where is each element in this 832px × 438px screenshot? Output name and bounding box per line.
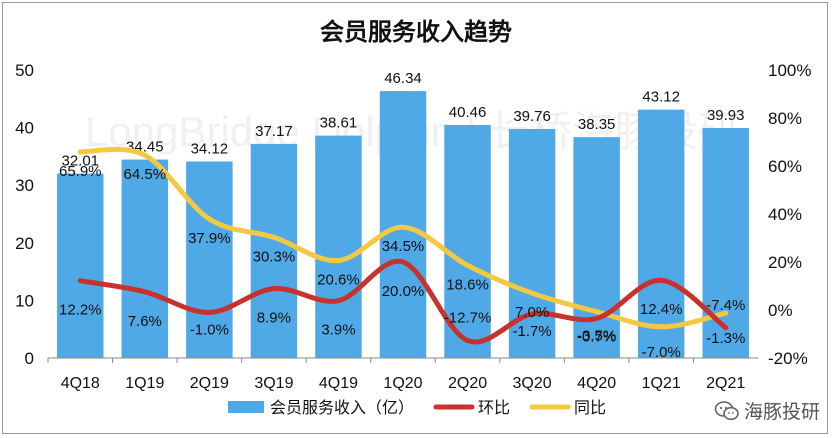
y-left-tick-label: 30 bbox=[15, 176, 34, 195]
y-right-tick-label: 0% bbox=[768, 301, 793, 320]
point-同比-2Q19 bbox=[206, 216, 212, 222]
point-环比-4Q18 bbox=[77, 278, 83, 284]
mom-label: 12.2% bbox=[59, 302, 102, 319]
bar-1Q19 bbox=[121, 159, 169, 358]
bar-value-label: 46.34 bbox=[384, 70, 422, 87]
yoy-label: -0.7% bbox=[577, 329, 616, 346]
bar-1Q21 bbox=[637, 109, 685, 358]
bar-2Q19 bbox=[186, 161, 233, 358]
bar-value-label: 37.17 bbox=[255, 123, 293, 140]
yoy-label: 7.0% bbox=[515, 304, 549, 321]
wechat-icon bbox=[714, 400, 739, 420]
legend-item-label: 会员服务收入（亿） bbox=[270, 398, 414, 417]
mom-label: 12.4% bbox=[640, 301, 683, 318]
bar-2Q21 bbox=[702, 128, 749, 358]
x-tick-label: 4Q20 bbox=[577, 375, 616, 392]
point-同比-4Q20 bbox=[594, 309, 600, 315]
yoy-label: 18.6% bbox=[446, 276, 489, 293]
y-left-tick-label: 0 bbox=[25, 349, 34, 368]
point-环比-2Q19 bbox=[206, 309, 212, 315]
point-同比-2Q21 bbox=[723, 310, 729, 316]
x-tick-label: 1Q21 bbox=[642, 375, 681, 392]
y-right-tick-label: 60% bbox=[768, 157, 802, 176]
y-left-tick-label: 50 bbox=[15, 61, 34, 80]
yoy-label: -7.0% bbox=[642, 344, 681, 361]
mom-label: 8.9% bbox=[257, 310, 291, 327]
bar-value-label: 43.12 bbox=[642, 89, 680, 106]
legend-item-label: 同比 bbox=[574, 398, 606, 417]
yoy-label: 65.9% bbox=[59, 163, 102, 180]
point-环比-3Q20 bbox=[529, 311, 535, 317]
x-tick-label: 2Q19 bbox=[190, 375, 229, 392]
point-环比-4Q20 bbox=[594, 315, 600, 321]
mom-label: -7.4% bbox=[706, 297, 745, 314]
y-left-tick-label: 40 bbox=[15, 119, 34, 138]
point-环比-1Q20 bbox=[400, 259, 406, 265]
point-同比-4Q19 bbox=[335, 258, 341, 264]
chart-title: 会员服务收入趋势 bbox=[320, 18, 512, 46]
point-同比-3Q19 bbox=[271, 234, 277, 240]
mom-label: -1.7% bbox=[512, 323, 551, 340]
y-right-tick-label: 20% bbox=[768, 253, 802, 272]
mom-label: 3.9% bbox=[321, 322, 355, 339]
bar-1Q20 bbox=[379, 91, 427, 358]
x-tick-label: 1Q20 bbox=[383, 375, 422, 392]
mom-label: 20.0% bbox=[382, 283, 425, 300]
mom-label: 7.6% bbox=[128, 313, 162, 330]
y-left-tick-label: 20 bbox=[15, 234, 34, 253]
yoy-label: 30.3% bbox=[253, 248, 296, 265]
y-right-tick-label: 100% bbox=[768, 61, 811, 80]
brand-watermark: 海豚投研 bbox=[714, 397, 820, 424]
bar-value-label: 40.46 bbox=[449, 104, 487, 121]
point-环比-2Q21 bbox=[723, 325, 729, 331]
x-tick-label: 2Q21 bbox=[706, 375, 745, 392]
point-环比-2Q20 bbox=[465, 337, 471, 343]
legend-item-label: 环比 bbox=[478, 398, 510, 417]
bar-value-label: 38.35 bbox=[578, 116, 616, 133]
y-right-tick-label: 40% bbox=[768, 205, 802, 224]
legend-swatch-bar bbox=[228, 401, 264, 413]
x-tick-label: 2Q20 bbox=[448, 375, 487, 392]
chart-frame bbox=[2, 2, 828, 434]
bar-2Q20 bbox=[444, 124, 491, 358]
point-环比-1Q19 bbox=[142, 289, 148, 295]
mom-label: -12.7% bbox=[444, 309, 492, 326]
brand-text: 海豚投研 bbox=[743, 401, 820, 423]
yoy-label: 20.6% bbox=[317, 272, 360, 289]
bar-4Q20 bbox=[573, 137, 620, 358]
yoy-label: 37.9% bbox=[188, 230, 231, 247]
mom-label: -3.5% bbox=[577, 327, 616, 344]
yoy-label: 34.5% bbox=[382, 238, 425, 255]
x-tick-label: 4Q18 bbox=[61, 375, 100, 392]
yoy-label: -1.3% bbox=[706, 330, 745, 347]
x-tick-label: 1Q19 bbox=[125, 375, 164, 392]
point-同比-1Q20 bbox=[400, 224, 406, 230]
point-同比-3Q20 bbox=[529, 290, 535, 296]
bar-4Q18 bbox=[57, 173, 104, 358]
bar-value-label: 39.93 bbox=[707, 107, 745, 124]
y-left-tick-label: 10 bbox=[15, 291, 34, 310]
point-同比-1Q19 bbox=[142, 152, 148, 158]
x-tick-label: 3Q20 bbox=[513, 375, 552, 392]
point-环比-3Q19 bbox=[271, 286, 277, 292]
point-环比-4Q19 bbox=[335, 298, 341, 304]
y-right-tick-label: 80% bbox=[768, 109, 802, 128]
point-环比-1Q21 bbox=[658, 277, 664, 283]
x-tick-label: 4Q19 bbox=[319, 375, 358, 392]
point-同比-4Q18 bbox=[77, 149, 83, 155]
mom-label: -1.0% bbox=[190, 321, 229, 338]
bar-value-label: 38.61 bbox=[320, 115, 358, 132]
x-tick-label: 3Q19 bbox=[254, 375, 293, 392]
bar-value-label: 34.12 bbox=[191, 140, 229, 157]
bar-value-label: 32.01 bbox=[61, 153, 99, 170]
point-同比-2Q20 bbox=[465, 262, 471, 268]
point-同比-1Q21 bbox=[658, 324, 664, 330]
y-right-tick-label: -20% bbox=[768, 349, 808, 368]
bar-value-label: 39.76 bbox=[513, 108, 551, 125]
bar-3Q19 bbox=[250, 143, 298, 358]
yoy-label: 64.5% bbox=[124, 166, 167, 183]
line-环比 bbox=[77, 258, 729, 345]
bar-4Q19 bbox=[315, 135, 362, 358]
